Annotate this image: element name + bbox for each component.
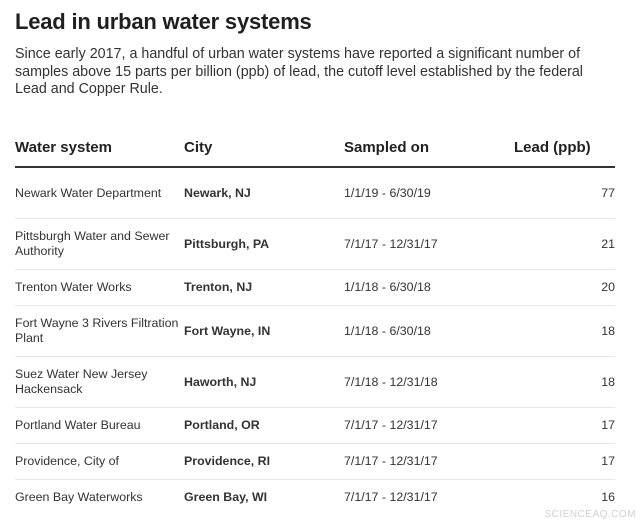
cell-city: Portland, OR — [184, 407, 344, 444]
cell-sampled-on: 7/1/17 - 12/31/17 — [344, 218, 514, 270]
cell-city: Pittsburgh, PA — [184, 218, 344, 270]
cell-water-system: Fort Wayne 3 Rivers Filtration Plant — [15, 305, 184, 357]
cell-water-system: Trenton Water Works — [15, 269, 184, 306]
column-header-city: City — [184, 128, 344, 168]
cell-water-system: Newark Water Department — [15, 167, 184, 219]
cell-city: Haworth, NJ — [184, 356, 344, 408]
cell-sampled-on: 1/1/18 - 6/30/18 — [344, 269, 514, 306]
cell-water-system: Green Bay Waterworks — [15, 490, 143, 504]
column-header-lead: Lead (ppb) — [514, 128, 615, 168]
cell-city: Trenton, NJ — [184, 269, 344, 306]
table-row: Trenton Water Works Trenton, NJ 1/1/18 -… — [15, 269, 615, 306]
cell-sampled-on: 7/1/17 - 12/31/17 — [344, 443, 514, 480]
cell-city: Providence, RI — [184, 443, 344, 480]
cell-lead: 21 — [514, 218, 615, 270]
cell-lead: 20 — [514, 269, 615, 306]
cell-lead: 18 — [514, 356, 615, 408]
table-row: Providence, City of Providence, RI 7/1/1… — [15, 443, 615, 480]
cell-sampled-on: 7/1/17 - 12/31/17 — [344, 490, 438, 504]
cell-city: Newark, NJ — [184, 167, 344, 219]
chart-subtitle: Since early 2017, a handful of urban wat… — [15, 46, 583, 97]
table-row: Fort Wayne 3 Rivers Filtration Plant For… — [15, 305, 615, 357]
table-row: Newark Water Department Newark, NJ 1/1/1… — [15, 167, 615, 219]
cell-water-system: Providence, City of — [15, 443, 184, 480]
table-row: Pittsburgh Water and Sewer Authority Pit… — [15, 218, 615, 270]
column-header-water-system: Water system — [15, 128, 184, 168]
cell-city: Green Bay, WI — [184, 490, 268, 504]
table-row: Suez Water New Jersey Hackensack Haworth… — [15, 356, 615, 408]
cell-water-system: Pittsburgh Water and Sewer Authority — [15, 218, 184, 270]
cell-lead: 17 — [514, 443, 615, 480]
table-header-row: Water system City Sampled on Lead (ppb) — [15, 128, 615, 168]
chart-title: Lead in urban water systems — [15, 9, 312, 34]
cell-water-system: Suez Water New Jersey Hackensack — [15, 356, 184, 408]
cell-lead: 77 — [514, 167, 615, 219]
cell-water-system: Portland Water Bureau — [15, 407, 184, 444]
cell-lead: 16 — [601, 490, 615, 504]
table-row: Green Bay Waterworks Green Bay, WI 7/1/1… — [15, 480, 615, 516]
cell-sampled-on: 7/1/18 - 12/31/18 — [344, 356, 514, 408]
table-row: Portland Water Bureau Portland, OR 7/1/1… — [15, 407, 615, 444]
cell-lead: 17 — [514, 407, 615, 444]
cell-sampled-on: 1/1/18 - 6/30/18 — [344, 305, 514, 357]
watermark: SCIENCEAQ.COM — [544, 509, 636, 520]
cell-sampled-on: 1/1/19 - 6/30/19 — [344, 167, 514, 219]
cell-lead: 18 — [514, 305, 615, 357]
column-header-sampled-on: Sampled on — [344, 128, 514, 168]
cell-sampled-on: 7/1/17 - 12/31/17 — [344, 407, 514, 444]
cell-city: Fort Wayne, IN — [184, 305, 344, 357]
lead-table: Water system City Sampled on Lead (ppb) … — [15, 128, 615, 515]
